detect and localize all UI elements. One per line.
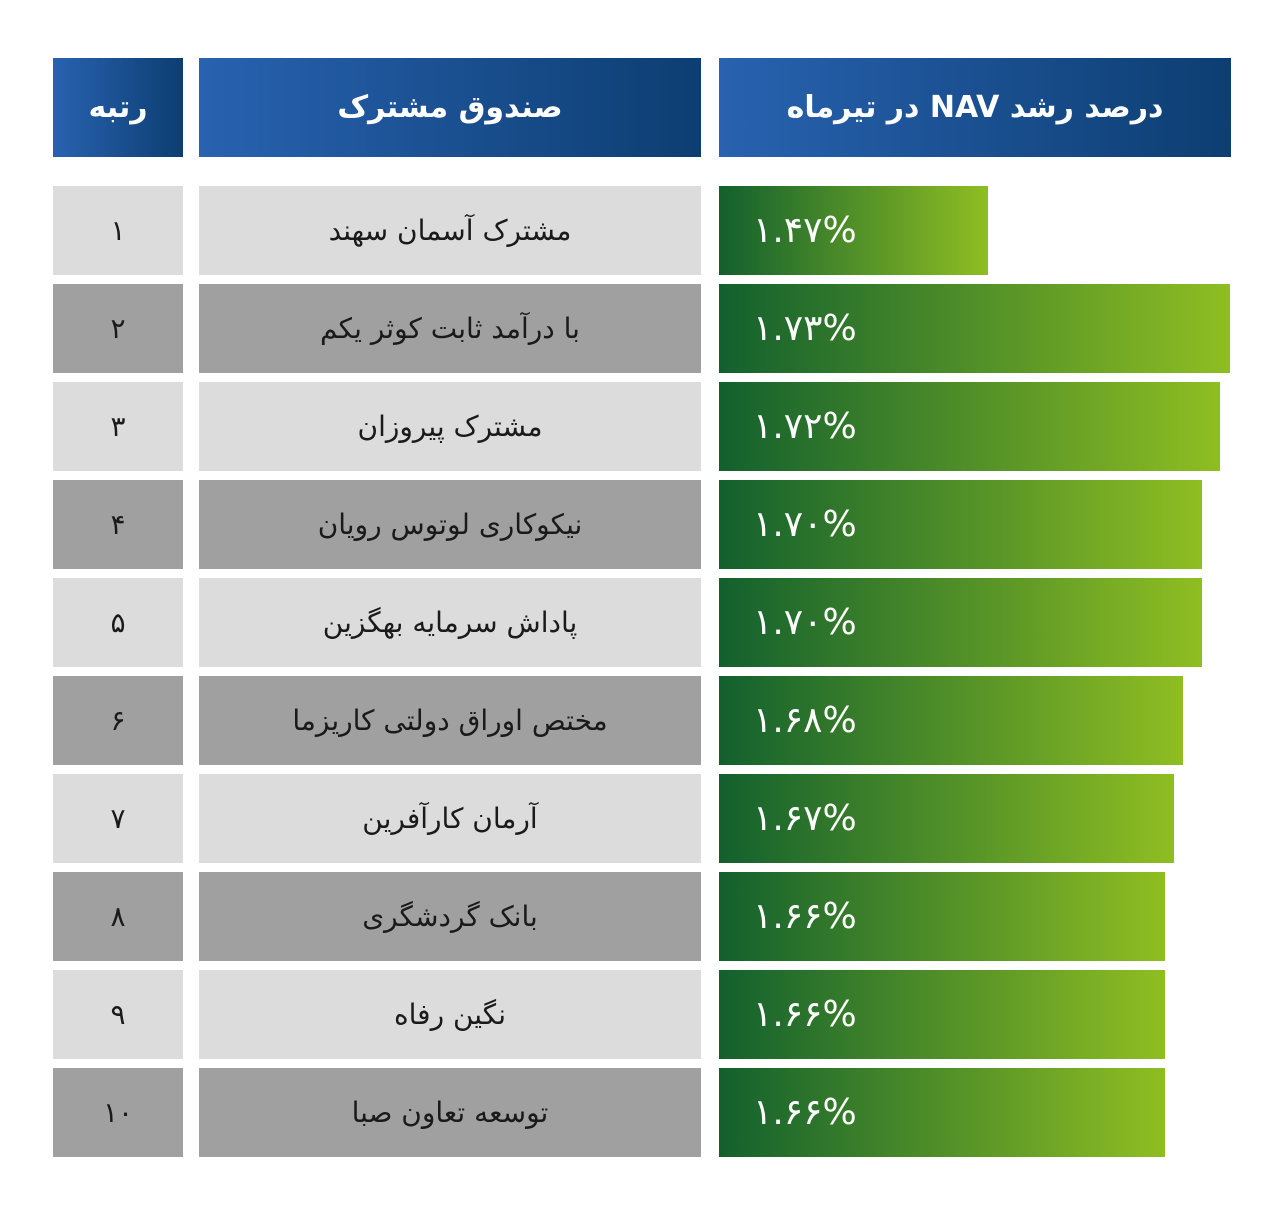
fund-name-cell: با درآمد ثابت کوثر یکم: [199, 284, 701, 373]
rank-header: رتبه: [53, 58, 183, 157]
fund-name-cell: پاداش سرمایه بهگزین: [199, 578, 701, 667]
fund-name-cell: بانک گردشگری: [199, 872, 701, 961]
rank-cell: ۱۰: [53, 1068, 183, 1157]
fund-header: صندوق مشترک: [199, 58, 701, 157]
growth-value-label: ۱.۶۷%: [753, 798, 857, 839]
fund-name-cell: مشترک پیروزان: [199, 382, 701, 471]
rank-cell: ۲: [53, 284, 183, 373]
rank-cell: ۱: [53, 186, 183, 275]
growth-bar: ۱.۶۸%: [719, 676, 1184, 765]
growth-bar: ۱.۷۳%: [719, 284, 1230, 373]
rank-cell: ۳: [53, 382, 183, 471]
growth-value-label: ۱.۶۶%: [753, 1092, 857, 1133]
fund-name-cell: مختص اوراق دولتی کاریزما: [199, 676, 701, 765]
fund-name-cell: نگین رفاه: [199, 970, 701, 1059]
growth-bar: ۱.۷۲%: [719, 382, 1221, 471]
growth-bar: ۱.۶۷%: [719, 774, 1174, 863]
growth-value-label: ۱.۴۷%: [753, 210, 857, 251]
growth-value-label: ۱.۶۶%: [753, 994, 857, 1035]
fund-name-cell: آرمان کارآفرین: [199, 774, 701, 863]
growth-header: درصد رشد NAV در تیرماه: [719, 58, 1231, 157]
rank-cell: ۵: [53, 578, 183, 667]
rank-cell: ۸: [53, 872, 183, 961]
growth-bar: ۱.۶۶%: [719, 1068, 1165, 1157]
rank-cell: ۹: [53, 970, 183, 1059]
fund-name-cell: توسعه تعاون صبا: [199, 1068, 701, 1157]
growth-value-label: ۱.۶۶%: [753, 896, 857, 937]
rank-cell: ۶: [53, 676, 183, 765]
growth-value-label: ۱.۷۰%: [753, 602, 857, 643]
growth-value-label: ۱.۷۰%: [753, 504, 857, 545]
rank-cell: ۷: [53, 774, 183, 863]
rank-cell: ۴: [53, 480, 183, 569]
growth-value-label: ۱.۶۸%: [753, 700, 857, 741]
growth-value-label: ۱.۷۳%: [753, 308, 857, 349]
growth-bar: ۱.۴۷%: [719, 186, 989, 275]
fund-name-cell: مشترک آسمان سهند: [199, 186, 701, 275]
growth-bar: ۱.۷۰%: [719, 480, 1202, 569]
growth-bar: ۱.۶۶%: [719, 872, 1165, 961]
growth-bar: ۱.۶۶%: [719, 970, 1165, 1059]
fund-name-cell: نیکوکاری لوتوس رویان: [199, 480, 701, 569]
growth-bar: ۱.۷۰%: [719, 578, 1202, 667]
growth-value-label: ۱.۷۲%: [753, 406, 857, 447]
